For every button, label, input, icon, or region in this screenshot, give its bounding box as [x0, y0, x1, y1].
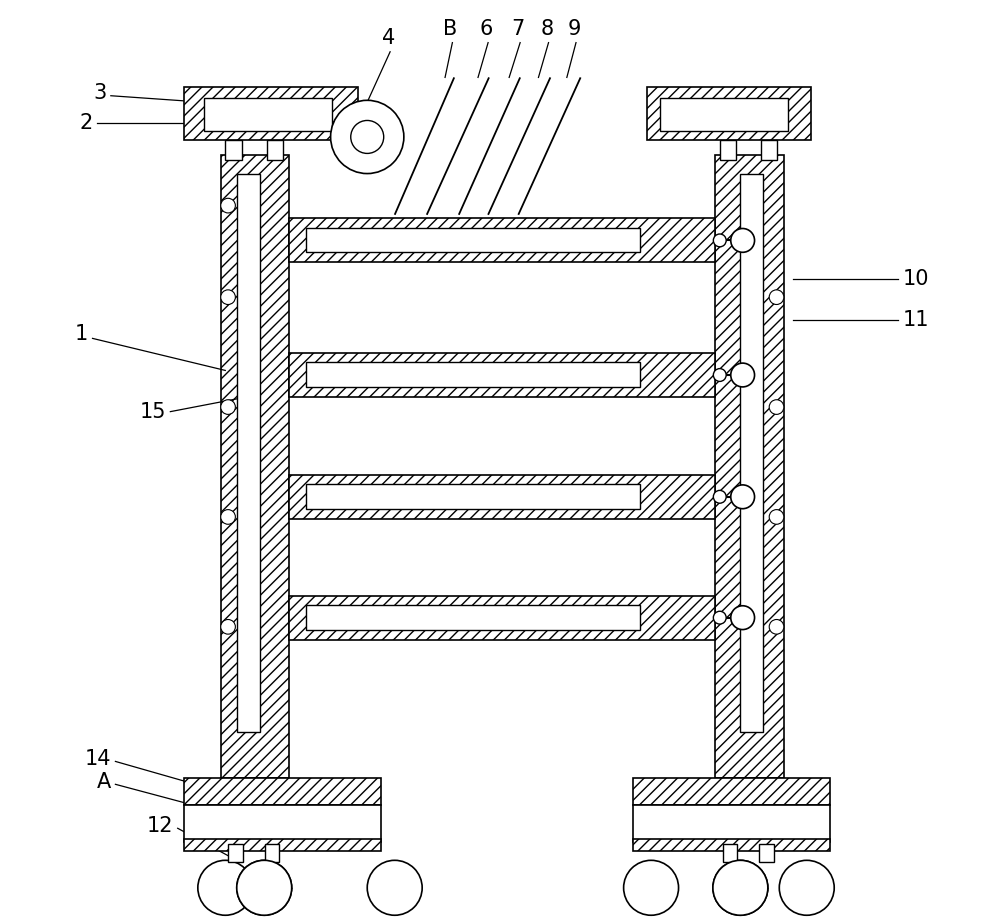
Circle shape	[731, 606, 755, 629]
Bar	[633, 806, 830, 842]
Bar	[267, 140, 283, 160]
Circle shape	[221, 199, 235, 213]
Bar	[647, 88, 811, 140]
Bar	[761, 140, 777, 160]
Text: 9: 9	[567, 19, 581, 39]
Circle shape	[221, 400, 235, 414]
Circle shape	[779, 860, 834, 916]
Circle shape	[731, 363, 755, 387]
Circle shape	[713, 234, 726, 247]
Text: 12: 12	[147, 816, 173, 835]
Circle shape	[367, 860, 422, 916]
Text: 3: 3	[93, 83, 106, 103]
Circle shape	[731, 485, 755, 509]
Circle shape	[769, 400, 784, 414]
Bar	[237, 174, 260, 732]
Circle shape	[731, 228, 755, 252]
Bar	[306, 227, 640, 252]
Text: 11: 11	[903, 310, 929, 330]
Bar	[720, 140, 736, 160]
Text: 15: 15	[139, 402, 166, 421]
Circle shape	[713, 860, 768, 916]
Bar	[740, 174, 763, 732]
Bar	[289, 218, 715, 262]
Circle shape	[769, 290, 784, 305]
Bar	[289, 475, 715, 518]
Text: 4: 4	[382, 28, 395, 48]
Bar	[225, 140, 242, 160]
Circle shape	[713, 491, 726, 504]
Circle shape	[237, 860, 292, 916]
Bar	[715, 155, 784, 778]
Text: 2: 2	[79, 114, 93, 133]
Circle shape	[331, 101, 404, 174]
Bar	[633, 778, 830, 806]
Circle shape	[221, 510, 235, 524]
Text: 14: 14	[84, 748, 111, 769]
Bar	[660, 99, 788, 130]
Bar	[204, 99, 332, 130]
Bar	[228, 844, 243, 862]
Bar	[265, 844, 279, 862]
Text: 1: 1	[75, 323, 88, 344]
Circle shape	[713, 369, 726, 382]
Bar	[184, 806, 381, 842]
Circle shape	[769, 510, 784, 524]
Text: 6: 6	[480, 19, 493, 39]
Bar	[306, 605, 640, 629]
Bar	[306, 484, 640, 509]
Text: A: A	[97, 772, 111, 792]
Circle shape	[769, 619, 784, 634]
Text: 10: 10	[903, 269, 929, 289]
Bar	[759, 844, 774, 862]
Bar	[289, 596, 715, 639]
Text: B: B	[443, 19, 457, 39]
Circle shape	[713, 612, 726, 624]
Circle shape	[624, 860, 679, 916]
Bar	[184, 839, 381, 851]
Circle shape	[198, 860, 253, 916]
Bar	[221, 155, 289, 778]
Circle shape	[237, 860, 292, 916]
Bar	[184, 778, 381, 806]
Bar	[306, 362, 640, 387]
Text: 8: 8	[540, 19, 553, 39]
Circle shape	[221, 619, 235, 634]
Text: 7: 7	[512, 19, 525, 39]
Circle shape	[713, 860, 768, 916]
Bar	[723, 844, 737, 862]
Bar	[184, 88, 358, 140]
Bar	[633, 839, 830, 851]
Circle shape	[221, 290, 235, 305]
Bar	[289, 353, 715, 397]
Circle shape	[351, 120, 384, 153]
